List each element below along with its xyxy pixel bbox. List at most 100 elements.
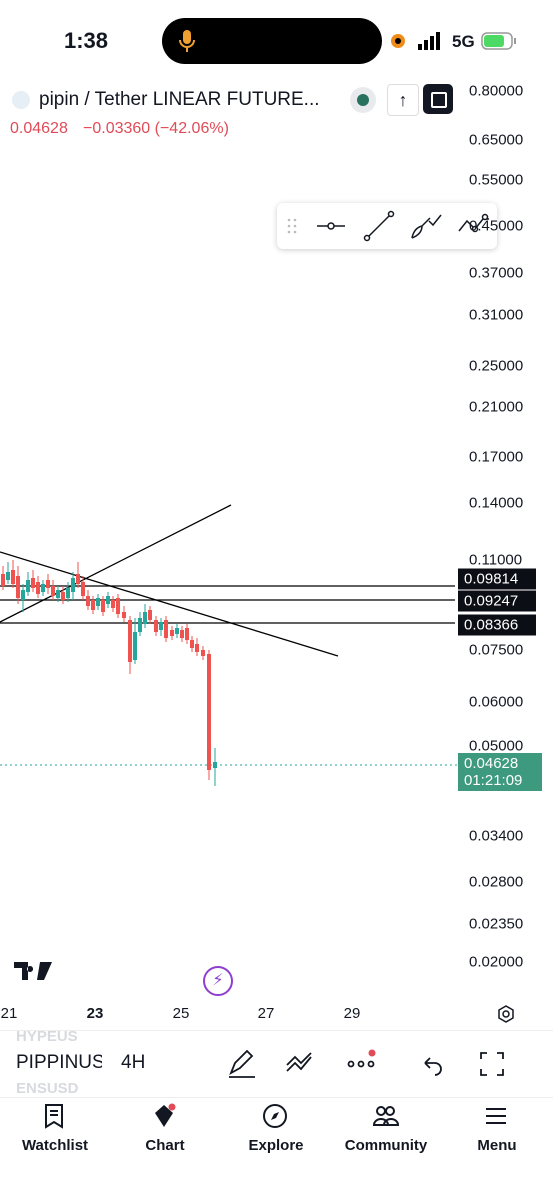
- price-change: −0.03360 (−42.06%): [83, 120, 229, 137]
- nav-label: Community: [344, 1137, 428, 1154]
- price-label: 0.05000: [469, 737, 524, 755]
- price-label: 0.17000: [469, 448, 524, 466]
- candle-body: [71, 578, 75, 592]
- divider: [0, 1030, 553, 1031]
- clock: 1:38: [64, 28, 109, 53]
- prev-symbol[interactable]: HYPEUS: [16, 1028, 78, 1045]
- nav-icon: [486, 1108, 506, 1124]
- candle-body: [122, 612, 126, 618]
- candle-body: [116, 598, 120, 614]
- candle-body: [106, 596, 110, 604]
- nav-item[interactable]: Explore: [221, 1103, 331, 1154]
- drawing-toolbar: [277, 203, 497, 249]
- price-label: 0.14000: [469, 494, 524, 512]
- price-tag: 0.09247: [458, 590, 536, 612]
- candle-body: [46, 580, 50, 588]
- status-dot[interactable]: [350, 87, 376, 113]
- price-tag: 0.09814: [458, 568, 536, 590]
- symbol-title[interactable]: pipin / Tether LINEAR FUTURE...: [39, 89, 320, 110]
- price-label: 0.11000: [469, 551, 523, 569]
- candle-body: [154, 620, 158, 632]
- chart-canvas: [0, 504, 458, 786]
- nav-icon: [372, 1106, 400, 1126]
- candle-body: [159, 622, 163, 630]
- symbol[interactable]: PIPPINUS: [16, 1052, 102, 1073]
- candle-body: [21, 590, 25, 600]
- nav-item[interactable]: Watchlist: [0, 1103, 110, 1154]
- candle-body: [1, 574, 5, 586]
- nav-icon: [155, 1103, 176, 1127]
- candle-body: [56, 590, 60, 598]
- trend-line: [0, 551, 339, 657]
- trend-line: [0, 504, 232, 623]
- candle-body: [185, 628, 189, 640]
- nav-icon: [263, 1104, 287, 1128]
- nav-item[interactable]: Menu: [442, 1103, 552, 1154]
- candle-body: [11, 570, 15, 584]
- status-icons: [391, 32, 516, 50]
- price-label: 0.02800: [469, 873, 524, 891]
- divider: [0, 1097, 553, 1098]
- price-label: 0.25000: [469, 357, 524, 375]
- price-label: 0.02350: [469, 915, 524, 933]
- time-label: 23: [86, 1005, 104, 1022]
- candle-body: [6, 572, 10, 580]
- candle-body: [81, 582, 85, 596]
- candle-body: [36, 582, 40, 594]
- countdown: 01:21:09: [464, 772, 523, 789]
- time-label: 25: [172, 1005, 190, 1022]
- time-label: 27: [257, 1005, 275, 1022]
- price-label: 0.65000: [469, 131, 524, 149]
- candle-body: [96, 598, 100, 606]
- nav-item[interactable]: Chart: [110, 1103, 220, 1154]
- time-label: 29: [343, 1005, 361, 1022]
- candle-body: [143, 612, 147, 624]
- candle-body: [51, 586, 55, 596]
- next-symbol[interactable]: ENSUSD: [16, 1080, 79, 1097]
- price-label: 0.02000: [469, 953, 524, 971]
- candles: [1, 560, 217, 786]
- candle-body: [86, 596, 90, 606]
- interval[interactable]: 4H: [121, 1052, 146, 1073]
- candle-body: [207, 654, 211, 770]
- candle-body: [195, 644, 199, 652]
- time-label: 21: [0, 1005, 18, 1022]
- current-price-tag: 0.04628 01:21:09: [458, 753, 542, 791]
- current-price: 0.04628: [464, 755, 519, 772]
- price-label: 0.80000: [469, 82, 524, 100]
- coin-icon: [12, 91, 30, 109]
- candle-body: [31, 578, 35, 588]
- price-label: 0.07500: [469, 641, 524, 659]
- nav-label: Watchlist: [21, 1137, 89, 1154]
- candle-body: [91, 600, 95, 610]
- nav-icon: [45, 1104, 63, 1129]
- layout-button[interactable]: [423, 84, 453, 114]
- chart-tools[interactable]: [225, 1045, 545, 1081]
- candle-body: [111, 600, 115, 608]
- candle-body: [170, 630, 174, 636]
- lightning-button[interactable]: ⚡: [203, 966, 233, 996]
- price-label: 0.06000: [469, 693, 524, 711]
- nav-label: Explore: [248, 1137, 304, 1154]
- price-label: 0.31000: [469, 306, 524, 324]
- candle-body: [16, 576, 20, 598]
- candle-body: [66, 588, 70, 598]
- candle-body: [180, 630, 184, 638]
- settings-icon[interactable]: [496, 1004, 516, 1024]
- candle-body: [128, 620, 132, 662]
- tv-logo: [14, 958, 54, 989]
- candle-body: [41, 584, 45, 592]
- mic-icon: [179, 30, 195, 52]
- nav-label: Menu: [477, 1137, 517, 1154]
- candle-body: [26, 580, 30, 592]
- price-label: 0.45000: [469, 217, 524, 235]
- network: 5G: [452, 32, 475, 51]
- price-label: 0.55000: [469, 171, 524, 189]
- buy-button[interactable]: ↑: [387, 84, 419, 116]
- candle-body: [201, 650, 205, 656]
- candle-body: [175, 628, 179, 634]
- nav-item[interactable]: Community: [331, 1103, 441, 1154]
- price-label: 0.37000: [469, 264, 524, 282]
- candle-body: [101, 600, 105, 612]
